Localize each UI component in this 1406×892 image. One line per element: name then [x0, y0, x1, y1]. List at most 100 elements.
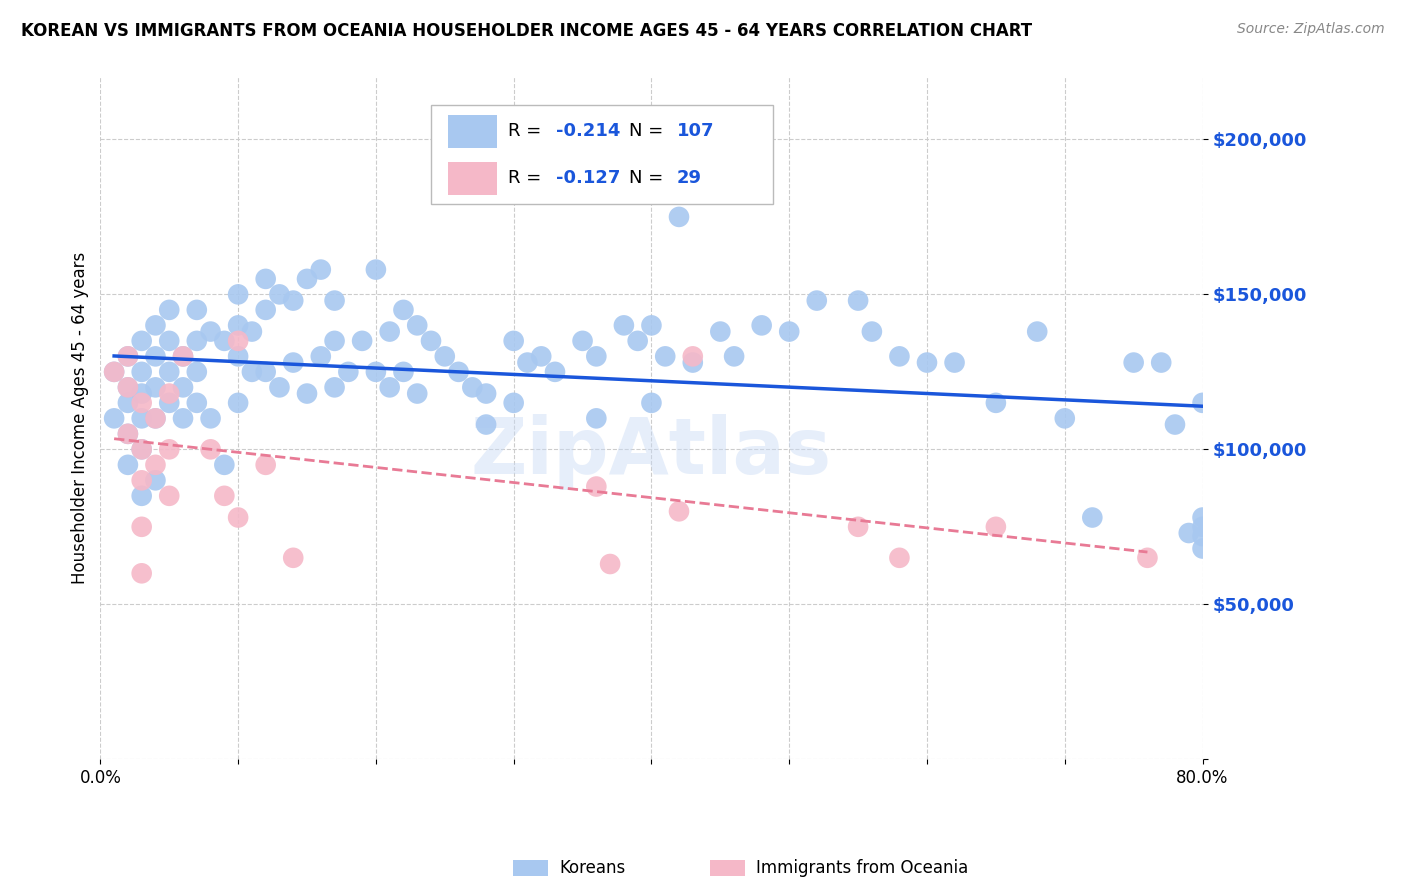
Point [157, 302, 180, 317]
FancyBboxPatch shape [432, 104, 773, 203]
Point [131, 520, 153, 534]
Point [214, 334, 236, 348]
Text: KOREAN VS IMMIGRANTS FROM OCEANIA HOUSEHOLDER INCOME AGES 45 - 64 YEARS CORRELAT: KOREAN VS IMMIGRANTS FROM OCEANIA HOUSEH… [21, 22, 1032, 40]
Point [309, 350, 332, 364]
Point [295, 386, 318, 401]
Point [186, 365, 208, 379]
Text: ZipAtlas: ZipAtlas [471, 415, 832, 491]
Point [157, 365, 180, 379]
Point [226, 318, 249, 333]
Point [613, 318, 636, 333]
Point [240, 365, 263, 379]
Point [889, 350, 911, 364]
Point [860, 325, 883, 339]
Point [254, 458, 277, 472]
Point [1191, 520, 1213, 534]
Point [226, 510, 249, 524]
Point [682, 350, 704, 364]
Point [1053, 411, 1076, 425]
Point [200, 442, 222, 457]
Point [186, 334, 208, 348]
Point [145, 411, 167, 425]
Point [378, 325, 401, 339]
Point [103, 411, 125, 425]
Point [502, 334, 524, 348]
Point [309, 262, 332, 277]
Point [200, 411, 222, 425]
Text: R =: R = [508, 122, 547, 140]
Point [226, 287, 249, 301]
Point [984, 396, 1007, 410]
Point [475, 417, 498, 432]
Point [627, 334, 650, 348]
Point [145, 350, 167, 364]
Point [145, 473, 167, 487]
Point [131, 566, 153, 581]
Point [269, 287, 291, 301]
Point [433, 350, 456, 364]
Point [131, 386, 153, 401]
Point [599, 557, 621, 571]
Point [778, 325, 800, 339]
Point [172, 411, 194, 425]
Text: 107: 107 [676, 122, 714, 140]
Point [447, 365, 470, 379]
Point [117, 458, 139, 472]
Point [295, 272, 318, 286]
Text: N =: N = [630, 169, 669, 187]
Point [131, 442, 153, 457]
Point [1164, 417, 1187, 432]
Text: Source: ZipAtlas.com: Source: ZipAtlas.com [1237, 22, 1385, 37]
Point [806, 293, 828, 308]
Point [283, 550, 305, 565]
Point [889, 550, 911, 565]
Point [145, 458, 167, 472]
Point [254, 365, 277, 379]
Point [475, 386, 498, 401]
Point [269, 380, 291, 394]
Point [103, 365, 125, 379]
Point [226, 334, 249, 348]
Point [378, 380, 401, 394]
Point [323, 380, 346, 394]
Bar [447, 162, 498, 194]
Point [1191, 541, 1213, 556]
Text: Koreans: Koreans [560, 859, 626, 877]
Point [131, 334, 153, 348]
Point [544, 365, 567, 379]
Point [157, 489, 180, 503]
Point [1177, 526, 1199, 541]
Point [157, 442, 180, 457]
Point [1026, 325, 1049, 339]
Point [131, 489, 153, 503]
Point [186, 396, 208, 410]
Point [709, 325, 731, 339]
Point [420, 334, 443, 348]
Point [172, 350, 194, 364]
Point [585, 350, 607, 364]
Bar [447, 115, 498, 148]
Point [364, 365, 387, 379]
Text: R =: R = [508, 169, 547, 187]
Point [117, 380, 139, 394]
Point [846, 293, 869, 308]
Point [226, 350, 249, 364]
Point [654, 350, 676, 364]
Point [131, 473, 153, 487]
Point [145, 380, 167, 394]
Point [131, 396, 153, 410]
Point [1191, 510, 1213, 524]
Point [157, 334, 180, 348]
Point [214, 458, 236, 472]
Point [186, 302, 208, 317]
Point [585, 479, 607, 493]
Point [117, 350, 139, 364]
Text: -0.127: -0.127 [555, 169, 620, 187]
Point [668, 210, 690, 224]
Point [571, 334, 593, 348]
Point [1081, 510, 1104, 524]
Point [984, 520, 1007, 534]
Point [1122, 355, 1144, 369]
Point [585, 411, 607, 425]
Point [172, 380, 194, 394]
